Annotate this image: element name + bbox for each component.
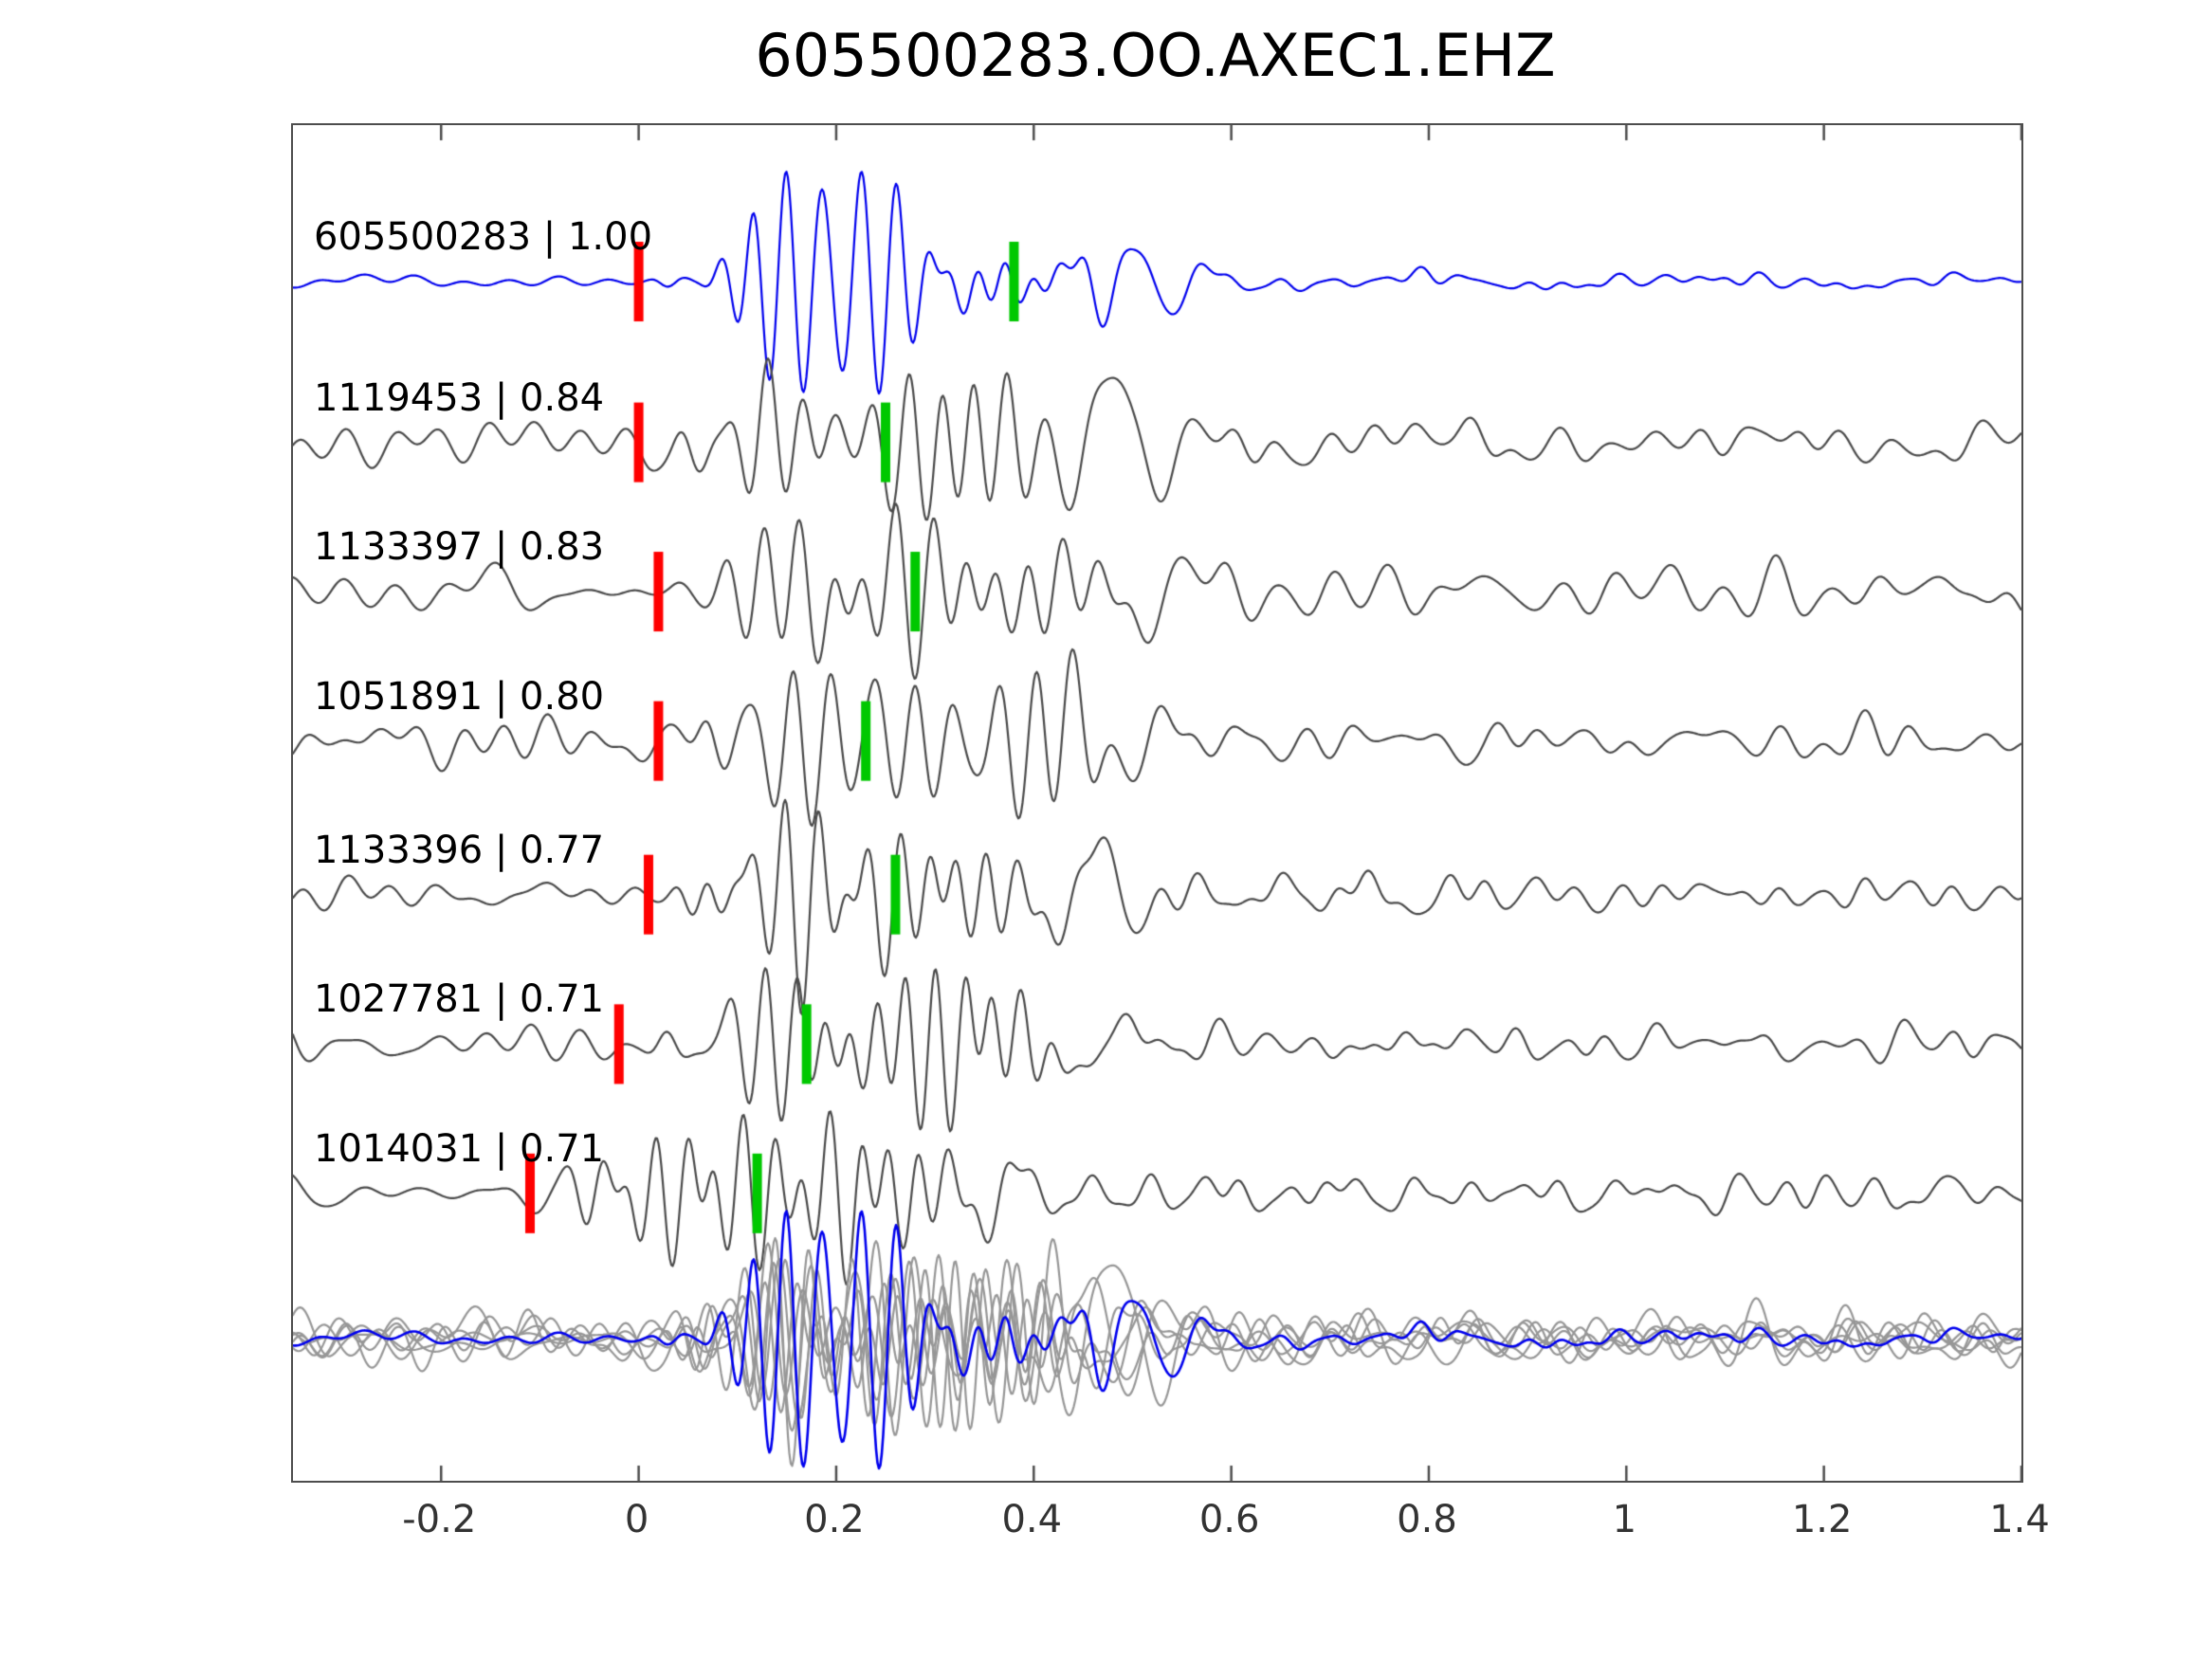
- waveform-canvas: [293, 125, 2021, 1481]
- x-tick-label-1: 1: [1612, 1498, 1637, 1541]
- x-tick-label-0: 0: [624, 1498, 649, 1541]
- x-tick-label-0.8: 0.8: [1397, 1498, 1457, 1541]
- x-tick-label-1.2: 1.2: [1791, 1498, 1853, 1541]
- x-axis: -0.2 0 0.2 0.4 0.6 0.8 1 1.2 1.4: [291, 1490, 2050, 1547]
- chart-title: 605500283.OO.AXEC1.EHZ: [755, 21, 1556, 90]
- x-tick-label-0.2: 0.2: [804, 1498, 865, 1541]
- x-tick-label--0.2: -0.2: [402, 1498, 477, 1541]
- x-tick-label-0.4: 0.4: [1001, 1498, 1063, 1541]
- x-tick-label-0.6: 0.6: [1198, 1498, 1260, 1541]
- plot-area: 605500283 | 1.00 1119453 | 0.84 1133397 | …: [291, 123, 2023, 1483]
- x-tick-label-1.4: 1.4: [1989, 1498, 2050, 1541]
